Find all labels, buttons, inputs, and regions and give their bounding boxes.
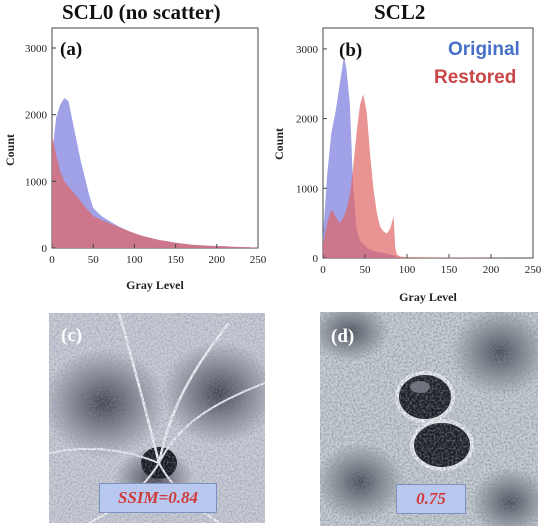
- series-restored-a: [52, 134, 258, 248]
- ssim-label-c: SSIM=0.84: [99, 483, 217, 513]
- x-tick-label: 150: [441, 264, 458, 276]
- panel-label-c: (c): [61, 325, 83, 346]
- y-tick-label: 0: [313, 253, 319, 265]
- x-tick-label: 250: [525, 264, 542, 276]
- x-tick-label: 0: [320, 264, 326, 276]
- retina-image-d: (d): [320, 312, 538, 526]
- y-axis-label-a: Count: [3, 134, 17, 166]
- histogram-b: 0 50 100 150 200 250 0 1000 2000 3000 (b) Origina…: [272, 27, 542, 304]
- histogram-a: 0 50 100 150 200 250 0 1000 2000 3000 (a) Gray Le…: [3, 27, 267, 292]
- y-axis-label-b: Count: [272, 128, 286, 160]
- y-tick-label: 0: [42, 243, 48, 255]
- x-tick-label: 200: [209, 254, 226, 266]
- legend-original: Original: [448, 39, 520, 60]
- x-tick-label: 0: [49, 254, 55, 266]
- x-tick-label: 50: [360, 264, 372, 276]
- x-tick-label: 100: [126, 254, 143, 266]
- y-tick-label: 3000: [296, 44, 319, 56]
- series-restored-b: [323, 94, 533, 258]
- panel-label-d: (d): [331, 326, 355, 347]
- panel-label-b: (b): [339, 40, 362, 61]
- left-column-title: SCL0 (no scatter): [62, 0, 221, 24]
- y-tick-label: 2000: [25, 110, 48, 122]
- x-axis-label-b: Gray Level: [399, 290, 457, 304]
- x-tick-label: 250: [250, 254, 267, 266]
- panel-label-a: (a): [60, 39, 82, 60]
- y-tick-label: 1000: [296, 183, 319, 195]
- y-tick-label: 3000: [25, 43, 48, 55]
- x-axis-label-a: Gray Level: [126, 278, 184, 292]
- x-tick-label: 50: [88, 254, 100, 266]
- x-tick-label: 100: [399, 264, 416, 276]
- ssim-label-d: 0.75: [396, 484, 466, 514]
- right-column-title: SCL2: [374, 0, 426, 24]
- retina-image-d-graphic: [320, 312, 538, 526]
- x-tick-label: 200: [483, 264, 500, 276]
- y-tick-label: 1000: [25, 176, 48, 188]
- x-tick-label: 150: [167, 254, 184, 266]
- legend-restored: Restored: [434, 67, 516, 88]
- y-tick-label: 2000: [296, 114, 319, 126]
